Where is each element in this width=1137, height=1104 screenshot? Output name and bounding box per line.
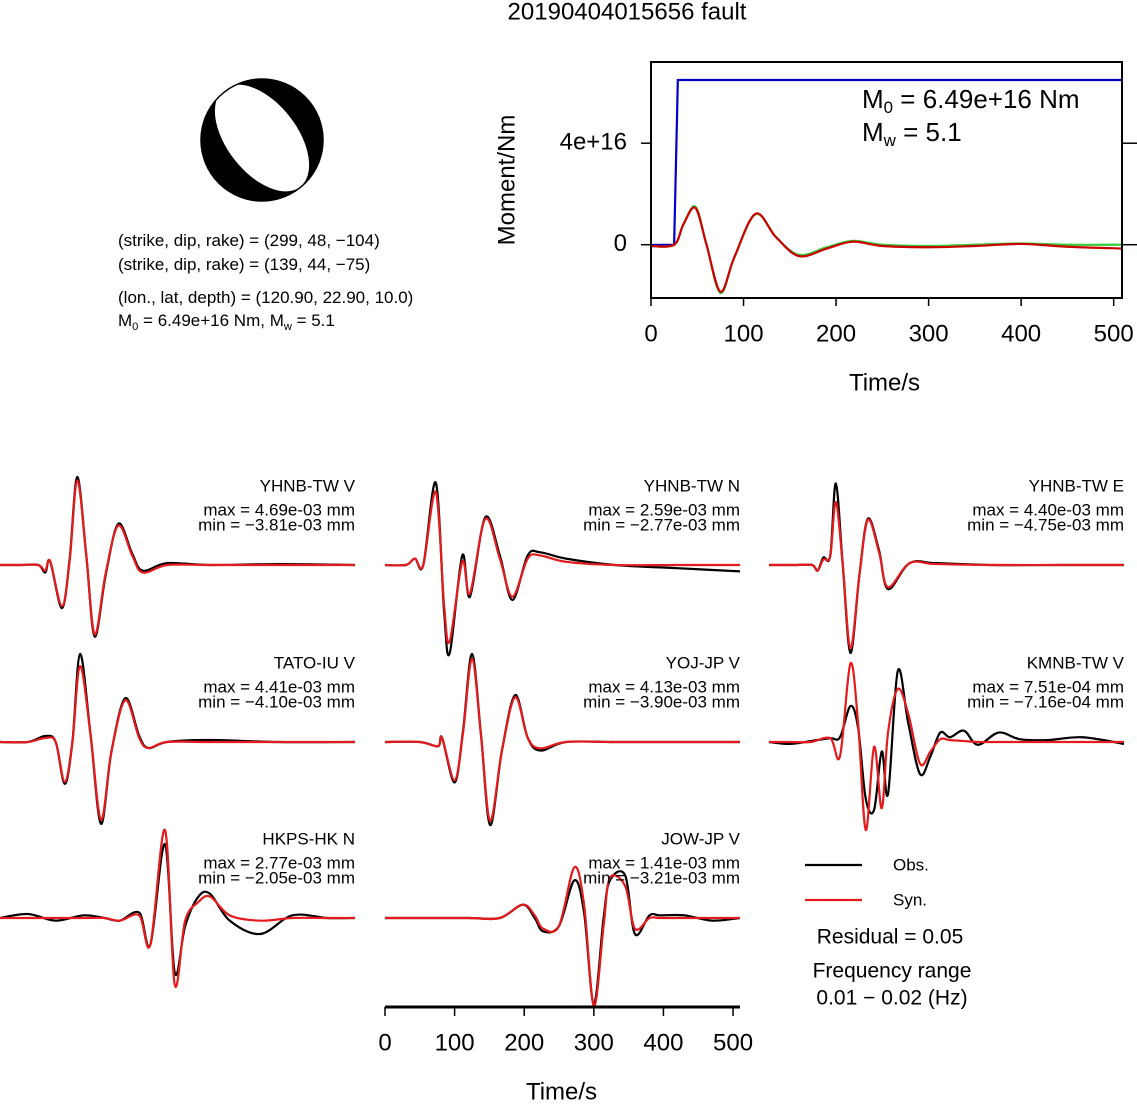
- x-axis-label: Time/s: [526, 1078, 597, 1104]
- mechanism-text: M0 = 6.49e+16 Nm, Mw = 5.1: [118, 311, 335, 333]
- max-label: max = 2.59e-03 mm: [588, 500, 740, 519]
- max-label: max = 4.13e-03 mm: [588, 677, 740, 696]
- moment-curve: [650, 206, 1123, 293]
- max-label: max = 1.41e-03 mm: [588, 853, 740, 872]
- text-run: = 5.1: [292, 311, 335, 330]
- legend-label: Syn.: [893, 890, 927, 909]
- min-label: min = −7.16e-04 mm: [967, 692, 1124, 711]
- y-tick-label: 4e+16: [560, 129, 627, 156]
- station-label: YOJ-JP V: [666, 653, 741, 672]
- y-axis-label: Moment/Nm: [493, 115, 520, 246]
- subscript: 0: [884, 98, 893, 117]
- x-axis-label: Time/s: [849, 369, 920, 396]
- figure-title: 20190404015656 fault: [508, 0, 747, 25]
- waveform: [0, 828, 355, 989]
- subscript: w: [883, 131, 897, 150]
- x-tick-label: 400: [643, 1029, 683, 1056]
- min-label: min = −2.05e-03 mm: [198, 868, 355, 887]
- waveform: [384, 490, 740, 644]
- min-label: min = −4.10e-03 mm: [198, 692, 355, 711]
- mechanism-text: (strike, dip, rake) = (139, 44, −75): [118, 255, 370, 274]
- station-label: YHNB-TW V: [260, 476, 356, 495]
- x-tick-label: 500: [713, 1029, 753, 1056]
- x-tick-label: 300: [909, 320, 949, 347]
- x-tick-label: 100: [435, 1029, 475, 1056]
- waveform: [768, 667, 1125, 815]
- station-label: TATO-IU V: [274, 653, 356, 672]
- text-run: (strike, dip, rake) = (299, 48, −104): [118, 231, 380, 250]
- text-run: = 5.1: [896, 117, 962, 147]
- beachball-dilatation: [214, 84, 310, 192]
- min-label: min = −2.77e-03 mm: [583, 515, 740, 534]
- text-run: M: [862, 117, 884, 147]
- x-tick-label: 100: [724, 320, 764, 347]
- subscript: 0: [132, 321, 138, 333]
- max-label: max = 4.40e-03 mm: [972, 500, 1124, 519]
- text-run: (lon., lat, depth) = (120.90, 22.90, 10.…: [118, 288, 413, 307]
- x-tick-label: 500: [1094, 320, 1134, 347]
- text-run: (strike, dip, rake) = (139, 44, −75): [118, 255, 370, 274]
- annotation: M0 = 6.49e+16 Nm: [862, 84, 1080, 117]
- beachball: [200, 78, 324, 202]
- min-label: min = −4.75e-03 mm: [967, 515, 1124, 534]
- plot-frame: [650, 61, 1123, 299]
- frequency-range: 0.01 − 0.02 (Hz): [816, 987, 967, 1010]
- x-tick-label: 300: [574, 1029, 614, 1056]
- x-tick-label: 0: [378, 1029, 391, 1056]
- max-label: max = 7.51e-04 mm: [972, 677, 1124, 696]
- min-label: min = −3.21e-03 mm: [583, 868, 740, 887]
- station-label: KMNB-TW V: [1027, 653, 1125, 672]
- max-label: max = 4.41e-03 mm: [203, 677, 355, 696]
- text-run: M: [862, 84, 884, 114]
- residual: Residual = 0.05: [817, 926, 964, 949]
- waveform: [385, 870, 741, 1005]
- station-label: YHNB-TW E: [1029, 476, 1124, 495]
- min-label: min = −3.90e-03 mm: [583, 692, 740, 711]
- max-label: max = 2.77e-03 mm: [203, 853, 355, 872]
- x-tick-label: 200: [504, 1029, 544, 1056]
- min-label: min = −3.81e-03 mm: [198, 515, 355, 534]
- station-label: JOW-JP V: [661, 829, 740, 848]
- waveform: [768, 500, 1124, 650]
- waveform: [768, 662, 1124, 832]
- subscript: w: [283, 321, 292, 333]
- frequency-range: Frequency range: [813, 960, 972, 983]
- legend-label: Obs.: [893, 855, 929, 874]
- x-tick-label: 200: [816, 320, 856, 347]
- beachball-outline: [200, 78, 324, 202]
- station-label: HKPS-HK N: [262, 829, 355, 848]
- waveform: [385, 865, 740, 1008]
- text-run: = 6.49e+16 Nm, M: [138, 311, 284, 330]
- mechanism-text: (lon., lat, depth) = (120.90, 22.90, 10.…: [118, 288, 413, 307]
- waveform: [384, 657, 740, 822]
- y-tick-label: 0: [614, 230, 627, 257]
- station-label: YHNB-TW N: [644, 476, 740, 495]
- moment-curve: [650, 205, 1123, 295]
- max-label: max = 4.69e-03 mm: [203, 500, 355, 519]
- mechanism-text: (strike, dip, rake) = (299, 48, −104): [118, 231, 380, 250]
- waveform: [0, 665, 355, 821]
- x-tick-label: 0: [644, 320, 657, 347]
- annotation: Mw = 5.1: [862, 117, 962, 150]
- text-run: = 6.49e+16 Nm: [893, 84, 1079, 114]
- x-tick-label: 400: [1001, 320, 1041, 347]
- waveform: [0, 479, 355, 636]
- text-run: M: [118, 311, 132, 330]
- moment-curve: [650, 78, 1122, 247]
